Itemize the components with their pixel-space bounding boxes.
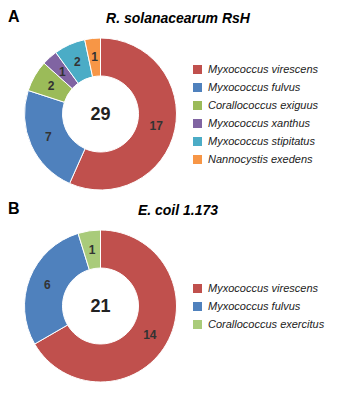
html-text:Myxococcus stipitatus: Myxococcus stipitatus [208,135,315,147]
html-text:Nannocystis exedens: Nannocystis exedens [208,153,313,165]
html-text:Corallococcus exercitus: Corallococcus exercitus [208,318,325,330]
html-text:Myxococcus fulvus: Myxococcus fulvus [208,300,301,312]
svg-text:2: 2 [48,79,55,93]
html-text:Myxococcus fulvus: Myxococcus fulvus [208,81,301,93]
html-text:Myxococcus xanthus: Myxococcus xanthus [208,117,311,129]
html-text:Myxococcus virescens: Myxococcus virescens [208,282,318,294]
html-text:R. solanacearum RsH: R. solanacearum RsH [106,10,250,26]
html-text:Corallococcus exiguus: Corallococcus exiguus [208,99,319,111]
svg-text:1: 1 [91,50,98,64]
svg-text:17: 17 [150,119,164,133]
html-text:B: B [8,200,20,217]
svg-text:7: 7 [45,130,52,144]
html-text:Myxococcus virescens: Myxococcus virescens [208,63,318,75]
svg-text:2: 2 [74,55,81,69]
svg-text:21: 21 [90,296,110,316]
html-text:A: A [8,8,20,25]
svg-text:14: 14 [143,328,157,342]
svg-text:1: 1 [89,243,96,257]
svg-text:1: 1 [59,65,66,79]
html-text:E. coil 1.173: E. coil 1.173 [137,202,219,218]
svg-text:6: 6 [44,278,51,292]
svg-text:29: 29 [90,104,110,124]
